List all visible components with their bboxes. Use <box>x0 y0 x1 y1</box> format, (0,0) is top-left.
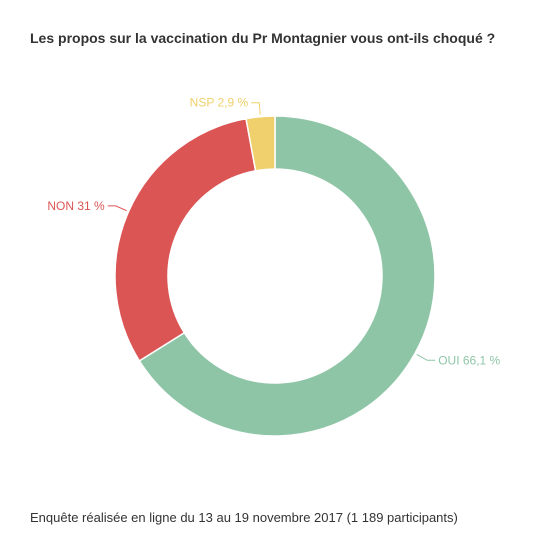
slice-nsp <box>245 115 276 172</box>
slice-non <box>114 117 257 362</box>
leader-line-oui <box>416 354 436 361</box>
footnote: Enquête réalisée en ligne du 13 au 19 no… <box>30 510 458 525</box>
slices-layer <box>114 115 436 437</box>
labels-layer: OUI 66,1 % NON 31 % NSP 2,9 % <box>47 96 500 368</box>
slice-oui <box>138 115 436 437</box>
leader-line-nsp <box>251 102 261 115</box>
slice-label-nsp: NSP 2,9 % <box>190 96 249 110</box>
slice-label-oui: OUI 66,1 % <box>438 353 500 367</box>
slice-label-non: NON 31 % <box>47 199 105 213</box>
chart-title: Les propos sur la vaccination du Pr Mont… <box>30 30 496 46</box>
leader-line-non <box>107 205 127 212</box>
